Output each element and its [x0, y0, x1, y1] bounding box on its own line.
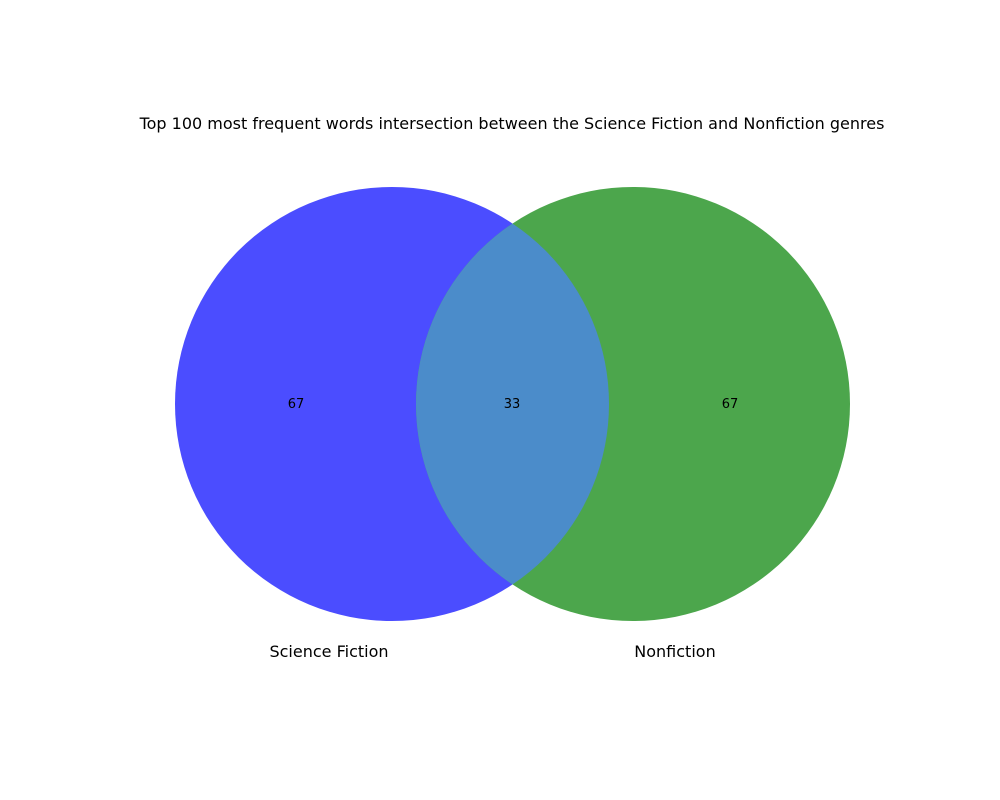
- intersection-count: 33: [504, 397, 521, 412]
- nonfiction-only-count: 67: [722, 397, 739, 412]
- intersection-region: [416, 187, 609, 621]
- science-fiction-only-count: 67: [288, 397, 305, 412]
- nonfiction-label: Nonfiction: [634, 642, 715, 661]
- science-fiction-label: Science Fiction: [269, 642, 388, 661]
- diagram-title: Top 100 most frequent words intersection…: [139, 114, 885, 133]
